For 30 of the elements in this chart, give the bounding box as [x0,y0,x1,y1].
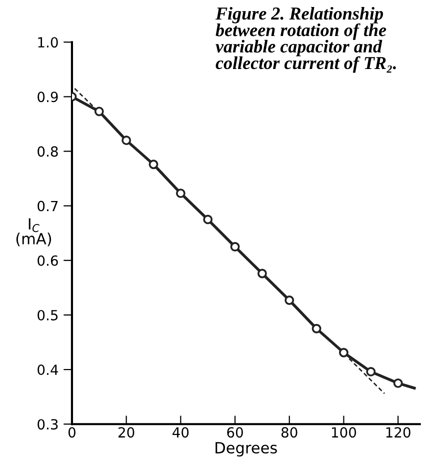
point [122,136,132,146]
x-tick-label: 60 [227,427,243,438]
y-tick-label: 0.9 [38,92,58,102]
point [148,160,158,170]
y-tick-label: 0.3 [38,419,58,430]
x-tick-label: 20 [118,427,134,438]
point [339,348,348,358]
point [176,188,186,198]
point [284,296,294,305]
x-tick-label: 120 [386,427,410,438]
point [230,242,240,252]
y-tick-label: 0.5 [38,310,58,320]
x-tick-label: 40 [172,427,189,438]
x-tick-label: 100 [332,427,356,438]
y-tick-label: 0.7 [38,200,58,212]
point [312,324,322,334]
point [393,378,403,388]
y-axis-title: I$_{C}$ (mA) [16,218,52,246]
point [203,214,213,224]
y-tick-label: 0.8 [38,146,58,157]
y-tick-label: 0.6 [38,255,58,266]
x-tick-label: 0 [68,427,76,438]
x-axis-title: Degrees [216,442,277,457]
point [366,367,376,376]
y-tick-label: 0.4 [38,364,58,376]
chart-title: Figure 2. Relationship between rotation of the variable capacitor and collector current of TR₂. [215,6,396,73]
y-tick-label: 1.0 [38,37,58,48]
point [94,106,104,116]
point [257,268,267,278]
x-tick-label: 80 [281,427,298,438]
